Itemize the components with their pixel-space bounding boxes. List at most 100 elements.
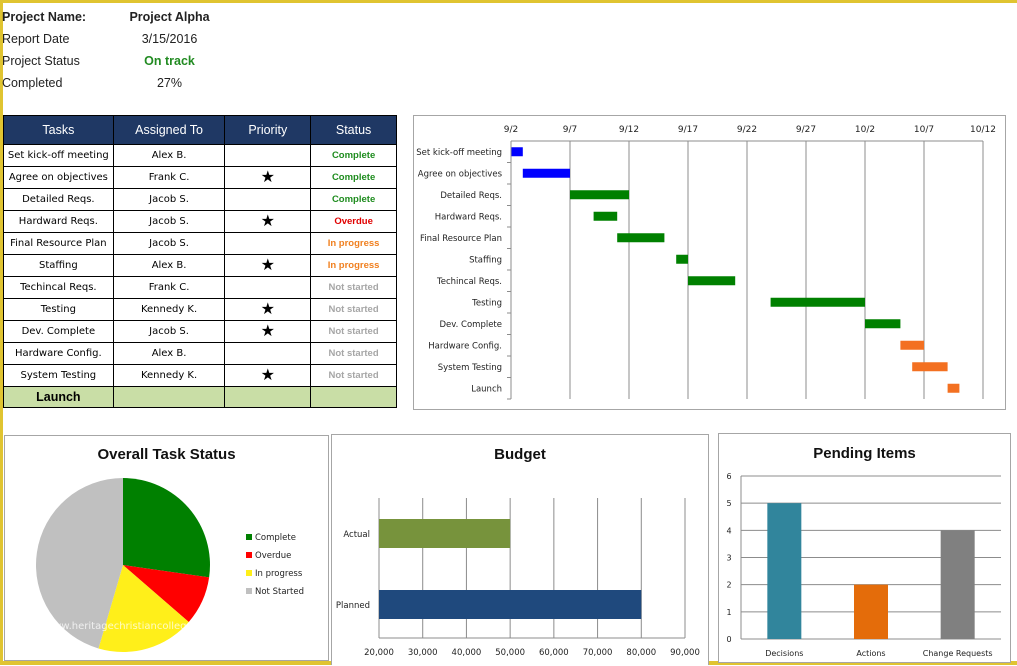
budget-chart: 20,000 30,000 40,000 50,000 60,000 70,000 80,0… <box>336 498 700 658</box>
pending-bar <box>854 584 888 639</box>
budget-x-tick: 70,000 <box>583 648 613 658</box>
gantt-bar <box>865 319 901 329</box>
pie-slice <box>98 565 189 652</box>
priority-cell: ★ <box>224 320 312 343</box>
priority-cell <box>224 276 312 299</box>
table-row[interactable]: Set kick-off meeting Alex B. Complete <box>3 144 397 167</box>
gantt-task-label: Final Resource Plan <box>420 234 502 244</box>
legend-entry: Complete <box>255 533 296 543</box>
gantt-task-label: Launch <box>471 384 502 394</box>
gantt-bar <box>676 254 688 264</box>
pie-title: Overall Task Status <box>97 446 236 463</box>
status-badge: Not started <box>310 298 397 321</box>
pending-items-panel: Pending Items 0 1 2 3 4 5 6 Decisions Actions Cha… <box>718 433 1011 663</box>
budget-x-tick: 50,000 <box>495 648 525 658</box>
gantt-task-label: Hardward Reqs. <box>435 212 502 222</box>
status-badge: Overdue <box>310 210 397 233</box>
gantt-task-label: Techincal Reqs. <box>436 277 502 287</box>
assigned-to: Alex B. <box>112 254 226 277</box>
task-name: Set kick-off meeting <box>3 144 114 167</box>
task-name: Staffing <box>3 254 114 277</box>
gantt-bar <box>688 276 736 286</box>
priority-cell <box>224 188 312 211</box>
status-badge: Not started <box>310 276 397 299</box>
legend-entry: Not Started <box>255 587 304 597</box>
budget-x-tick: 80,000 <box>626 648 656 658</box>
priority-cell: ★ <box>224 254 312 277</box>
status-badge: Complete <box>310 188 397 211</box>
table-row[interactable]: Agree on objectives Frank C. ★ Complete <box>3 166 397 189</box>
budget-bar <box>379 519 511 548</box>
pending-bar <box>767 503 802 639</box>
pending-items-chart: 0 1 2 3 4 5 6 Decisions Actions Change Requests <box>726 472 1001 658</box>
gantt-task-label: Set kick-off meeting <box>416 148 502 158</box>
gantt-task-label: Staffing <box>469 255 502 265</box>
table-row[interactable]: Final Resource Plan Jacob S. In progress <box>3 232 397 255</box>
gantt-bar <box>900 340 924 350</box>
task-name: Hardward Reqs. <box>3 210 114 233</box>
pending-title: Pending Items <box>813 445 916 462</box>
table-row[interactable]: System Testing Kennedy K. ★ Not started <box>3 364 397 387</box>
star-icon: ★ <box>260 255 275 274</box>
status-badge: Complete <box>310 166 397 189</box>
pending-y-tick: 1 <box>726 608 731 617</box>
pending-category-label: Change Requests <box>923 649 993 658</box>
priority-cell <box>224 342 312 365</box>
priority-cell <box>224 232 312 255</box>
legend-swatch <box>246 552 252 558</box>
budget-bar <box>379 590 642 619</box>
completed-label: Completed <box>2 76 63 90</box>
budget-x-tick: 20,000 <box>364 648 394 658</box>
gantt-x-tick: 9/22 <box>737 125 757 135</box>
budget-x-tick: 90,000 <box>670 648 700 658</box>
pending-category-label: Actions <box>856 649 885 658</box>
pending-y-tick: 2 <box>726 581 731 590</box>
table-row[interactable]: Staffing Alex B. ★ In progress <box>3 254 397 277</box>
pie-chart: Complete Overdue In progress Not Started www… <box>36 478 304 652</box>
assigned-to: Frank C. <box>112 276 226 299</box>
star-icon: ★ <box>260 365 275 384</box>
gantt-task-label: Dev. Complete <box>439 320 502 330</box>
priority-cell <box>224 144 312 167</box>
gantt-x-tick: 9/12 <box>619 125 639 135</box>
status-badge: Not started <box>310 364 397 387</box>
launch-label: Launch <box>3 386 114 408</box>
table-row[interactable]: Detailed Reqs. Jacob S. Complete <box>3 188 397 211</box>
pending-y-tick: 5 <box>726 499 731 508</box>
task-name: System Testing <box>3 364 114 387</box>
gantt-bar <box>912 362 948 372</box>
header-priority: Priority <box>224 115 312 145</box>
gantt-x-tick: 9/7 <box>563 125 577 135</box>
pie-slice <box>123 565 210 622</box>
task-status-pie-panel: Overall Task Status Complete Overdue In pr… <box>4 435 329 661</box>
pending-y-tick: 4 <box>726 526 731 535</box>
gantt-bar <box>770 297 865 307</box>
budget-x-tick: 30,000 <box>408 648 438 658</box>
priority-cell: ★ <box>224 364 312 387</box>
star-icon: ★ <box>260 167 275 186</box>
star-icon: ★ <box>260 211 275 230</box>
table-row[interactable]: Dev. Complete Jacob S. ★ Not started <box>3 320 397 343</box>
assigned-to: Kennedy K. <box>112 364 226 387</box>
pie-slice <box>123 478 211 578</box>
table-row[interactable]: Hardware Config. Alex B. Not started <box>3 342 397 365</box>
header-assigned-to: Assigned To <box>112 115 226 145</box>
table-header: Tasks Assigned To Priority Status <box>3 115 397 145</box>
priority-cell: ★ <box>224 166 312 189</box>
project-status-value: On track <box>144 54 195 68</box>
gantt-bar <box>593 211 618 221</box>
launch-row: Launch <box>3 386 397 408</box>
table-row[interactable]: Hardward Reqs. Jacob S. ★ Overdue <box>3 210 397 233</box>
budget-x-tick: 60,000 <box>539 648 569 658</box>
assigned-to: Jacob S. <box>112 232 226 255</box>
gantt-x-tick: 9/17 <box>678 125 698 135</box>
star-icon: ★ <box>260 299 275 318</box>
budget-title: Budget <box>494 446 546 463</box>
report-date-value: 3/15/2016 <box>141 32 198 46</box>
pending-y-tick: 0 <box>726 635 731 644</box>
task-name: Dev. Complete <box>3 320 114 343</box>
status-badge: In progress <box>310 254 397 277</box>
budget-x-tick: 40,000 <box>452 648 482 658</box>
table-row[interactable]: Testing Kennedy K. ★ Not started <box>3 298 397 321</box>
table-row[interactable]: Techincal Reqs. Frank C. Not started <box>3 276 397 299</box>
